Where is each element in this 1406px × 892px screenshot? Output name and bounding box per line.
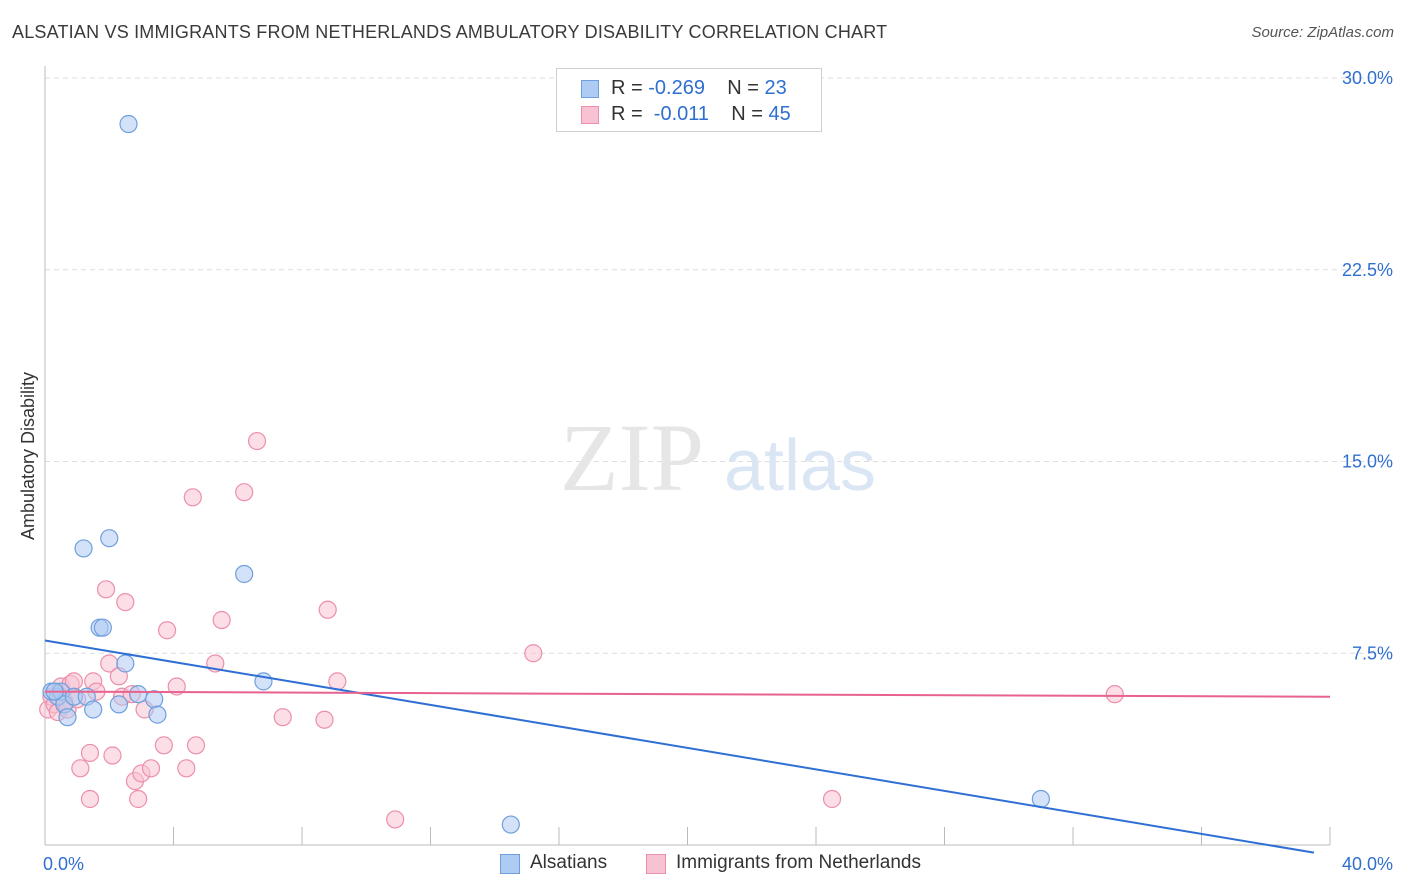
watermark: ZIP atlas (560, 404, 876, 511)
alsatian-point (148, 705, 167, 724)
legend-n-value: 23 (764, 77, 787, 99)
legend-swatch-blue (581, 80, 599, 98)
netherlands-point (71, 759, 90, 778)
alsatian-trend-line (44, 639, 1315, 854)
legend-r-label: R = (611, 103, 649, 125)
alsatian-point (74, 539, 93, 558)
netherlands-trend-line (44, 690, 1331, 698)
stats-legend: R = -0.269 N = 23 R = -0.011 N = 45 (556, 68, 822, 132)
legend-n-value: 45 (768, 103, 791, 125)
netherlands-point (116, 593, 135, 612)
data-points (39, 114, 1124, 834)
alsatian-point (1031, 789, 1050, 809)
alsatian-point (116, 654, 135, 673)
legend-swatch-blue (500, 854, 520, 874)
legend-label-netherlands: Immigrants from Netherlands (676, 852, 921, 873)
x-tick-label: 0.0% (43, 854, 84, 874)
netherlands-point (129, 789, 148, 809)
legend-r-value: -0.011 (648, 103, 710, 125)
netherlands-point (247, 431, 267, 451)
y-axis-label: Ambulatory Disability (18, 372, 38, 540)
netherlands-point (328, 672, 347, 691)
alsatian-point (93, 618, 112, 637)
y-tick-label: 7.5% (1352, 643, 1393, 663)
legend-r-label: R = (611, 77, 649, 99)
netherlands-point (235, 483, 254, 502)
alsatian-point (84, 700, 103, 719)
netherlands-point (167, 677, 186, 696)
x-tick-label: 40.0% (1342, 854, 1393, 874)
netherlands-point (273, 708, 292, 727)
legend-n-label: N = (727, 77, 765, 99)
netherlands-point (822, 789, 842, 809)
netherlands-point (96, 580, 116, 599)
tick-labels: 7.5% 15.0% 22.5% 30.0% 0.0% 40.0% (43, 68, 1393, 874)
source-label: Source: ZipAtlas.com (1251, 24, 1394, 41)
netherlands-point (177, 759, 196, 778)
netherlands-point (524, 644, 543, 663)
series-legend: Alsatians Immigrants from Netherlands (0, 852, 1406, 878)
watermark-zip: ZIP (560, 404, 704, 511)
chart-title: ALSATIAN VS IMMIGRANTS FROM NETHERLANDS … (12, 22, 888, 42)
netherlands-point (315, 710, 334, 729)
alsatian-point (129, 685, 148, 704)
netherlands-point (141, 759, 161, 778)
watermark-atlas: atlas (724, 426, 876, 506)
alsatian-point (145, 690, 164, 709)
netherlands-point (212, 610, 231, 630)
trend-lines (44, 639, 1331, 854)
netherlands-point (386, 810, 405, 829)
alsatian-point (109, 695, 128, 714)
alsatian-point (100, 529, 119, 548)
alsatian-point (58, 708, 77, 727)
netherlands-point (154, 736, 173, 755)
netherlands-point (186, 736, 206, 755)
netherlands-point (80, 743, 100, 763)
y-tick-label: 15.0% (1342, 452, 1393, 472)
legend-r-value: -0.269 (648, 77, 705, 99)
legend-swatch-pink (646, 854, 666, 874)
alsatian-point (235, 564, 254, 584)
alsatian-point (119, 114, 138, 134)
legend-n-label: N = (731, 103, 769, 125)
y-tick-label: 22.5% (1342, 260, 1393, 280)
alsatian-point (501, 815, 520, 834)
netherlands-point (318, 600, 337, 619)
netherlands-point (157, 621, 177, 640)
netherlands-point (80, 789, 100, 809)
y-tick-label: 30.0% (1342, 68, 1393, 88)
netherlands-point (103, 746, 122, 765)
legend-label-alsatians: Alsatians (530, 852, 608, 873)
netherlands-point (1105, 685, 1124, 704)
legend-swatch-pink (581, 106, 599, 124)
netherlands-point (183, 488, 202, 507)
